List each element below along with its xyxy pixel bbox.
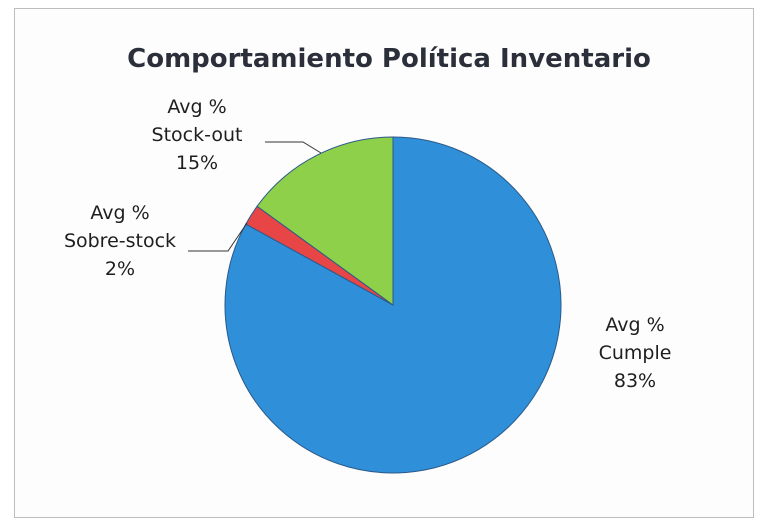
data-label-avg-stock-out: Avg % Stock-out 15%	[152, 96, 243, 174]
chart-title: Comportamiento Política Inventario	[127, 44, 651, 74]
leader-line	[188, 222, 248, 252]
slice-labels: Avg % Cumple 83% Avg % Sobre-stock 2% Avg % Sto…	[64, 96, 671, 392]
data-label-avg-cumple: Avg % Cumple 83%	[599, 314, 672, 392]
pie-slices	[224, 136, 562, 474]
pie-chart: Comportamiento Política Inventario Avg %…	[64, 44, 671, 474]
leader-lines	[188, 141, 322, 252]
pie-slice-avg-stock-out	[256, 136, 394, 306]
leader-line	[265, 141, 322, 154]
chart-frame: Comportamiento Política Inventario Avg %…	[14, 8, 754, 518]
pie-slice-avg-cumple	[224, 136, 562, 474]
data-label-avg-sobre-stock: Avg % Sobre-stock 2%	[64, 202, 176, 280]
